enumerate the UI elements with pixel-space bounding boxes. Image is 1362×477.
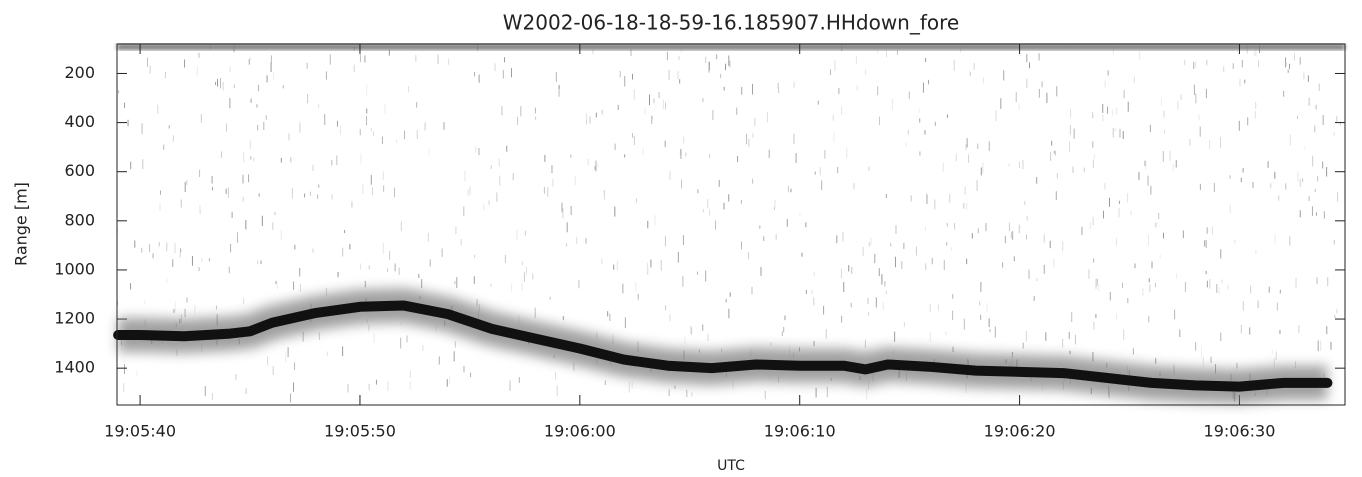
x-axis-label: UTC [717, 458, 745, 474]
x-tick-label: 19:06:20 [984, 422, 1056, 441]
speckle [116, 44, 1341, 403]
plot-frame [116, 43, 1346, 406]
y-tick-label: 1400 [54, 358, 95, 377]
y-tick-label: 1200 [54, 309, 95, 328]
x-tick-label: 19:06:10 [764, 422, 836, 441]
y-tick-label: 600 [64, 161, 95, 180]
x-tick-label: 19:06:00 [544, 422, 616, 441]
top-band [117, 44, 1345, 50]
y-tick-label: 1000 [54, 259, 95, 278]
y-axis-label: Range [m] [12, 182, 31, 266]
y-tick-label: 400 [64, 112, 95, 131]
x-tick-label: 19:06:30 [1204, 422, 1276, 441]
chart-title: W2002-06-18-18-59-16.185907.HHdown_fore [503, 11, 959, 35]
surface-line [113, 300, 1333, 392]
x-tick-label: 19:05:50 [324, 422, 396, 441]
x-tick-label: 19:05:40 [104, 422, 176, 441]
y-tick-label: 200 [64, 63, 95, 82]
y-tick-label: 800 [64, 210, 95, 229]
